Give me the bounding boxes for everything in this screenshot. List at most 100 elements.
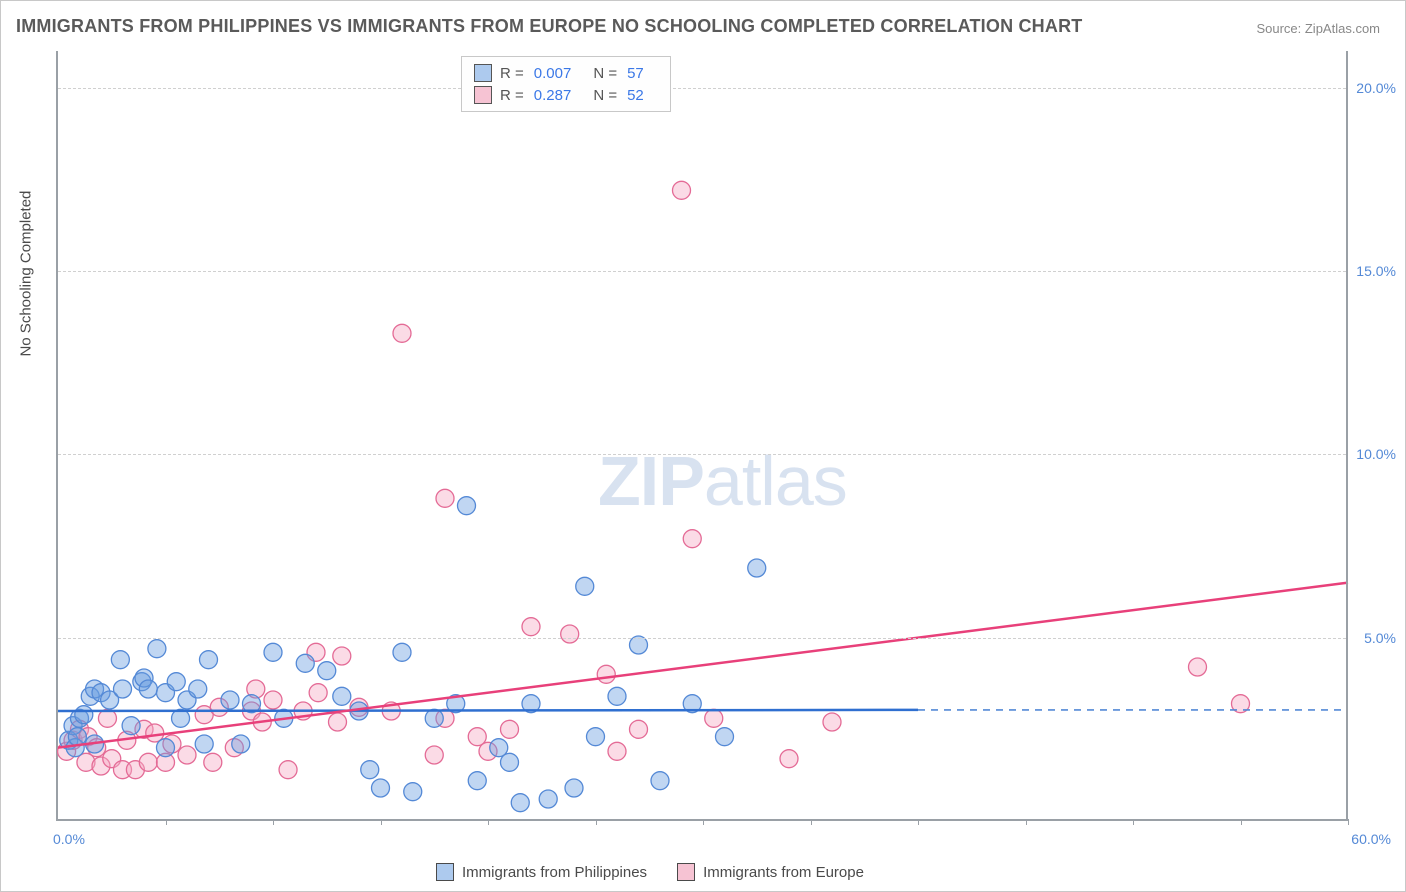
y-tick-label: 20.0% — [1356, 80, 1396, 96]
data-point — [823, 713, 841, 731]
y-tick-label: 5.0% — [1364, 630, 1396, 646]
plot-right-border — [1346, 51, 1348, 821]
gridline — [58, 88, 1346, 89]
x-tick — [1026, 819, 1027, 825]
data-point — [157, 739, 175, 757]
data-point — [425, 746, 443, 764]
swatch-blue-icon — [474, 64, 492, 82]
legend-series: Immigrants from Philippines Immigrants f… — [436, 863, 864, 881]
data-point — [148, 640, 166, 658]
chart-container: IMMIGRANTS FROM PHILIPPINES VS IMMIGRANT… — [0, 0, 1406, 892]
chart-title: IMMIGRANTS FROM PHILIPPINES VS IMMIGRANT… — [16, 16, 1082, 37]
n-value: 57 — [627, 65, 644, 82]
r-label: R = — [500, 87, 524, 104]
data-point — [705, 709, 723, 727]
n-label: N = — [593, 65, 617, 82]
data-point — [329, 713, 347, 731]
x-tick — [1348, 819, 1349, 825]
r-value: 0.007 — [534, 65, 572, 82]
plot-area: ZIPatlas 0.0% 60.0% 5.0%10.0%15.0%20.0% — [56, 51, 1346, 821]
legend-item-europe: Immigrants from Europe — [677, 863, 864, 881]
data-point — [393, 643, 411, 661]
y-axis-label: No Schooling Completed — [18, 191, 35, 357]
legend-correlation: R = 0.007 N = 57 R = 0.287 N = 52 — [461, 56, 671, 112]
x-tick — [918, 819, 919, 825]
x-tick — [811, 819, 812, 825]
swatch-blue-icon — [436, 863, 454, 881]
data-point — [122, 717, 140, 735]
data-point — [178, 746, 196, 764]
n-value: 52 — [627, 87, 644, 104]
swatch-pink-icon — [677, 863, 695, 881]
data-point — [279, 761, 297, 779]
data-point — [565, 779, 583, 797]
data-point — [333, 687, 351, 705]
data-point — [425, 709, 443, 727]
data-point — [318, 662, 336, 680]
data-point — [522, 618, 540, 636]
data-point — [393, 324, 411, 342]
data-point — [114, 680, 132, 698]
data-point — [608, 742, 626, 760]
x-max-label: 60.0% — [1351, 831, 1391, 847]
legend-row-europe: R = 0.287 N = 52 — [474, 84, 658, 106]
data-point — [309, 684, 327, 702]
data-point — [139, 680, 157, 698]
data-point — [748, 559, 766, 577]
data-point — [683, 530, 701, 548]
data-point — [501, 720, 519, 738]
data-point — [372, 779, 390, 797]
legend-row-philippines: R = 0.007 N = 57 — [474, 62, 658, 84]
data-point — [264, 643, 282, 661]
regression-line-philippines — [58, 710, 918, 711]
data-point — [458, 497, 476, 515]
data-point — [333, 647, 351, 665]
source-attribution: Source: ZipAtlas.com — [1256, 21, 1380, 36]
data-point — [264, 691, 282, 709]
data-point — [200, 651, 218, 669]
x-tick — [1133, 819, 1134, 825]
data-point — [167, 673, 185, 691]
data-point — [195, 735, 213, 753]
n-label: N = — [593, 87, 617, 104]
gridline — [58, 271, 1346, 272]
x-tick — [381, 819, 382, 825]
data-point — [111, 651, 129, 669]
x-tick — [596, 819, 597, 825]
data-point — [651, 772, 669, 790]
data-point — [436, 489, 454, 507]
data-point — [139, 753, 157, 771]
r-label: R = — [500, 65, 524, 82]
data-point — [561, 625, 579, 643]
data-point — [361, 761, 379, 779]
data-point — [221, 691, 239, 709]
data-point — [608, 687, 626, 705]
scatter-svg — [58, 51, 1348, 821]
data-point — [673, 181, 691, 199]
x-tick — [166, 819, 167, 825]
data-point — [501, 753, 519, 771]
gridline — [58, 454, 1346, 455]
x-tick — [703, 819, 704, 825]
data-point — [780, 750, 798, 768]
y-tick-label: 10.0% — [1356, 446, 1396, 462]
x-tick — [1241, 819, 1242, 825]
swatch-pink-icon — [474, 86, 492, 104]
legend-item-philippines: Immigrants from Philippines — [436, 863, 647, 881]
data-point — [189, 680, 207, 698]
data-point — [576, 577, 594, 595]
legend-label: Immigrants from Philippines — [462, 864, 647, 881]
data-point — [630, 636, 648, 654]
y-tick-label: 15.0% — [1356, 263, 1396, 279]
x-origin-label: 0.0% — [53, 831, 85, 847]
data-point — [1189, 658, 1207, 676]
data-point — [716, 728, 734, 746]
gridline — [58, 638, 1346, 639]
data-point — [296, 654, 314, 672]
data-point — [404, 783, 422, 801]
r-value: 0.287 — [534, 87, 572, 104]
legend-label: Immigrants from Europe — [703, 864, 864, 881]
x-tick — [273, 819, 274, 825]
data-point — [75, 706, 93, 724]
data-point — [232, 735, 250, 753]
